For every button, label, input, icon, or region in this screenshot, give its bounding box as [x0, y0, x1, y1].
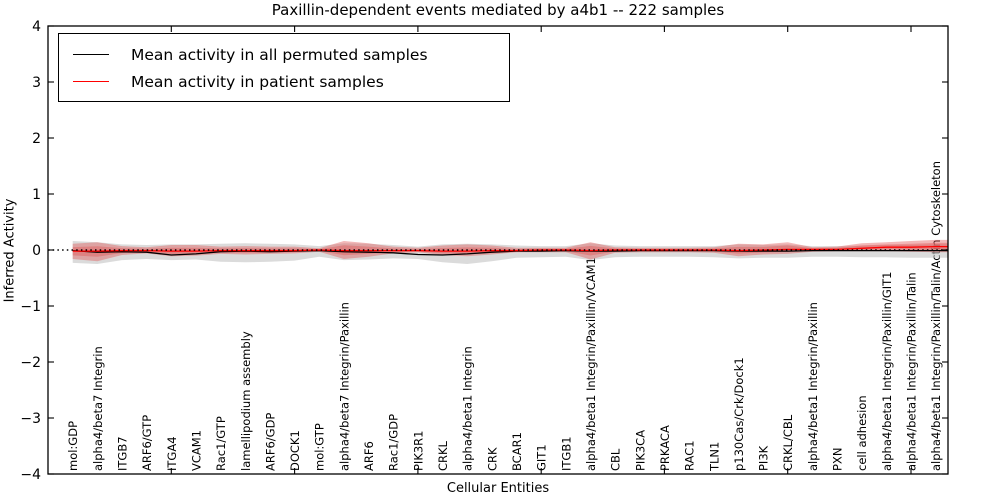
x-category-label: BCAR1 — [510, 432, 524, 471]
x-category-label: VCAM1 — [189, 430, 203, 471]
x-category-label: CRKL/CBL — [781, 414, 795, 471]
x-category-label: ARF6/GTP — [140, 415, 154, 471]
x-category-label: DOCK1 — [288, 430, 302, 471]
x-category-label: PXN — [831, 448, 845, 471]
y-tick-label: 3 — [32, 75, 41, 91]
x-category-label: mol:GDP — [66, 421, 80, 471]
x-category-label: alpha4/beta1 Integrin — [461, 346, 475, 471]
x-category-label: PRKACA — [658, 425, 672, 471]
x-category-label: PI3K — [757, 445, 771, 471]
x-category-label: ITGA4 — [165, 436, 179, 471]
x-category-label: cell adhesion — [855, 395, 869, 471]
legend-item-patient: Mean activity in patient samples — [73, 68, 509, 95]
x-category-label: alpha4/beta1 Integrin/Paxillin — [806, 302, 820, 471]
x-category-label: TLN1 — [707, 442, 721, 472]
x-category-label: alpha4/beta7 Integrin/Paxillin — [337, 302, 351, 471]
permuted-line-swatch — [73, 54, 109, 55]
x-category-label: PIK3CA — [633, 430, 647, 471]
y-tick-label: −1 — [20, 299, 41, 315]
y-tick-label: 1 — [32, 187, 41, 203]
legend-box: Mean activity in all permuted samples Me… — [58, 33, 510, 102]
x-category-label: CRK — [485, 447, 499, 471]
y-tick-label: 2 — [32, 131, 41, 147]
y-tick-label: −3 — [20, 411, 41, 427]
x-category-label: p130Cas/Crk/Dock1 — [732, 357, 746, 471]
x-category-label: alpha4/beta1 Integrin/Paxillin/Talin — [905, 272, 919, 471]
x-category-label: lamellipodium assembly — [239, 331, 253, 471]
x-category-label: ITGB1 — [559, 436, 573, 471]
y-tick-label: 4 — [32, 19, 41, 35]
legend-item-permuted: Mean activity in all permuted samples — [73, 41, 509, 68]
x-category-label: ARF6/GDP — [263, 413, 277, 471]
x-category-label: GIT1 — [535, 444, 549, 471]
x-category-label: alpha4/beta1 Integrin/Paxillin/VCAM1 — [584, 257, 598, 471]
x-axis-label: Cellular Entities — [446, 481, 550, 496]
x-category-label: alpha4/beta7 Integrin — [91, 346, 105, 471]
legend-label-permuted: Mean activity in all permuted samples — [131, 45, 428, 64]
x-category-label: alpha4/beta1 Integrin/Paxillin/Talin/Act… — [929, 161, 943, 471]
x-category-label: RAC1 — [683, 440, 697, 471]
patient-line-swatch — [73, 81, 109, 82]
patient-mean-line — [72, 245, 948, 252]
y-tick-label: −4 — [20, 467, 41, 483]
y-tick-label: 0 — [32, 243, 41, 259]
permuted-spread-band — [72, 241, 948, 264]
patient-spread-band-inner — [72, 242, 948, 257]
x-category-label: alpha4/beta1 Integrin/Paxillin/GIT1 — [880, 272, 894, 471]
x-category-label: CBL — [609, 448, 623, 471]
x-category-label: Rac1/GDP — [387, 414, 401, 471]
x-category-label: CRKL — [436, 440, 450, 471]
x-category-label: ARF6 — [362, 441, 376, 471]
legend-label-patient: Mean activity in patient samples — [131, 72, 384, 91]
chart-title: Paxillin-dependent events mediated by a4… — [271, 1, 725, 19]
x-category-label: mol:GTP — [313, 423, 327, 471]
x-category-label: Rac1/GTP — [214, 416, 228, 471]
x-category-label: ITGB7 — [116, 436, 130, 471]
x-category-label: PIK3R1 — [411, 431, 425, 472]
y-tick-label: −2 — [20, 355, 41, 371]
